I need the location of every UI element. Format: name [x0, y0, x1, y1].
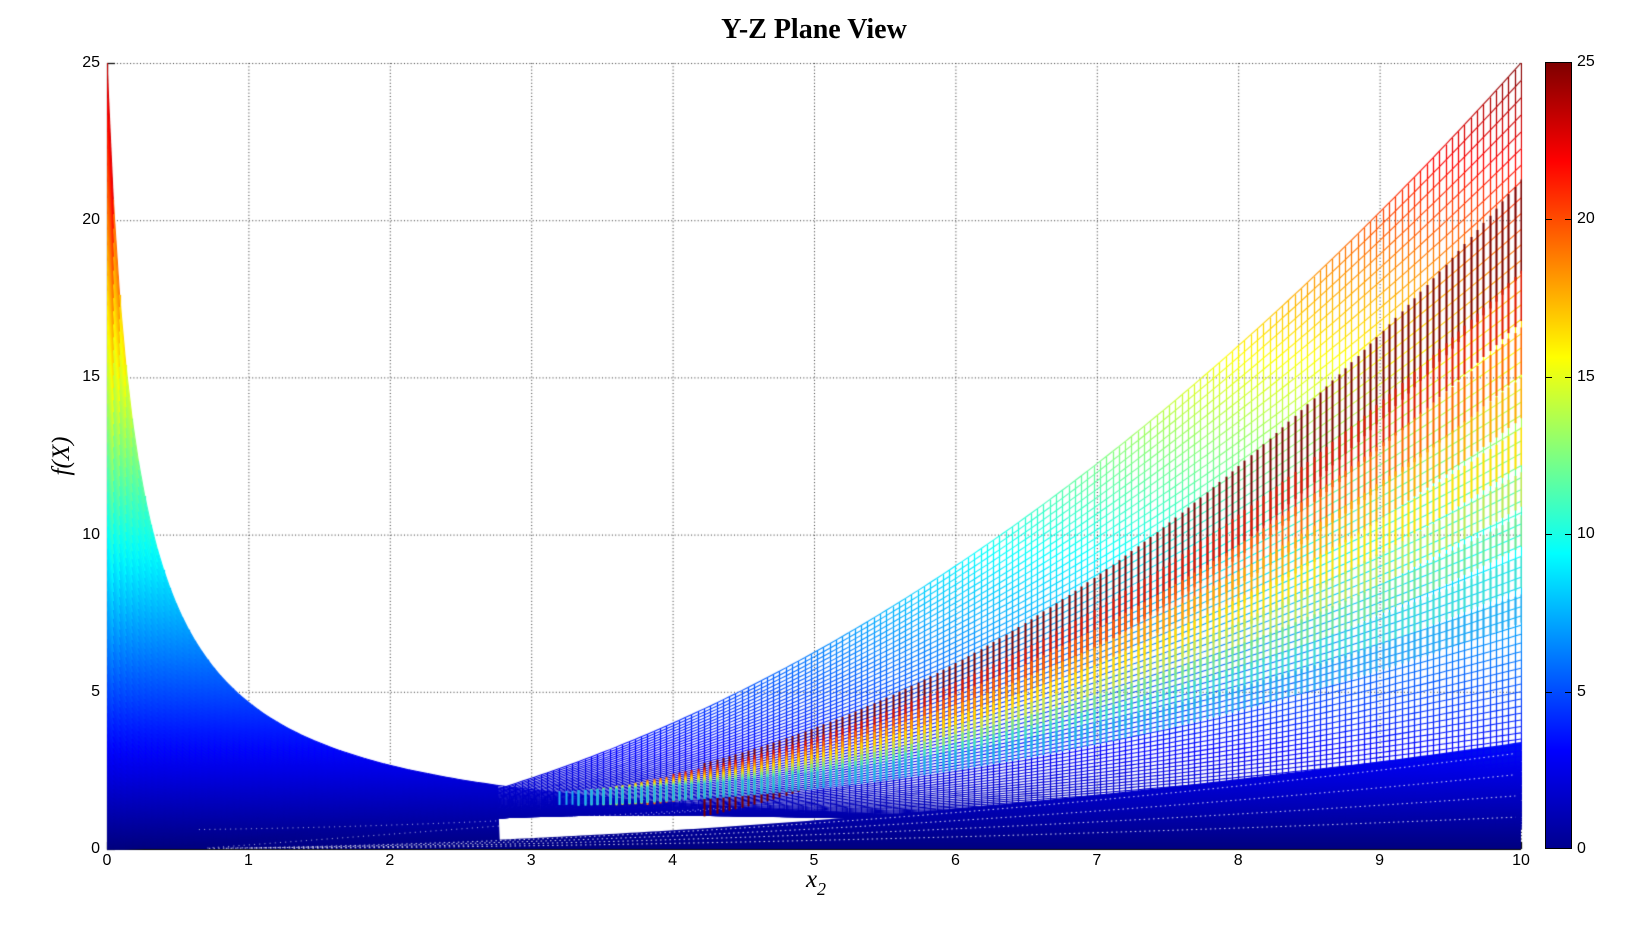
colorbar-tick-mark	[1546, 377, 1552, 378]
x-tick-label: 0	[102, 852, 112, 869]
x-axis-label: x2	[0, 866, 1632, 900]
colorbar-tick-mark	[1546, 692, 1552, 693]
y-tick-label: 5	[91, 682, 100, 700]
colorbar-tick-mark	[1565, 692, 1571, 693]
x-tick-label: 6	[950, 852, 960, 869]
x-tick-label: 8	[1233, 852, 1243, 869]
x-tick-label: 9	[1375, 852, 1385, 869]
colorbar-tick-mark	[1546, 219, 1552, 220]
x-tick-label: 7	[1092, 852, 1102, 869]
x-tick-label: 2	[385, 852, 395, 869]
x-tick-label: 3	[526, 852, 536, 869]
x-tick-label: 4	[668, 852, 678, 869]
colorbar-tick-mark	[1565, 219, 1571, 220]
colorbar-tick-label: 0	[1577, 840, 1586, 857]
y-axis-label: f(X)	[48, 436, 75, 476]
x-tick-label: 10	[1512, 852, 1530, 869]
colorbar-tick-mark	[1565, 534, 1571, 535]
x-tick-label: 1	[243, 852, 253, 869]
colorbar-tick-label: 5	[1577, 682, 1586, 700]
colorbar-tick-label: 15	[1577, 367, 1595, 385]
y-tick-label: 25	[82, 54, 100, 71]
x-tick-label: 5	[809, 852, 819, 869]
x-axis-label-base: x	[805, 866, 818, 893]
colorbar-tick-mark	[1546, 534, 1552, 535]
colorbar-tick-label: 10	[1577, 525, 1595, 543]
x-axis-label-subscript: 2	[817, 879, 827, 899]
y-tick-label: 15	[82, 368, 100, 386]
colorbar	[1545, 62, 1572, 849]
colorbar-tick-label: 25	[1577, 53, 1595, 70]
plot-title: Y-Z Plane View	[721, 14, 907, 45]
colorbar-tick-mark	[1565, 377, 1571, 378]
y-tick-label: 10	[82, 525, 100, 543]
colorbar-tick-label: 20	[1577, 210, 1595, 228]
y-tick-label: 20	[82, 211, 100, 229]
y-tick-label: 0	[91, 840, 100, 857]
